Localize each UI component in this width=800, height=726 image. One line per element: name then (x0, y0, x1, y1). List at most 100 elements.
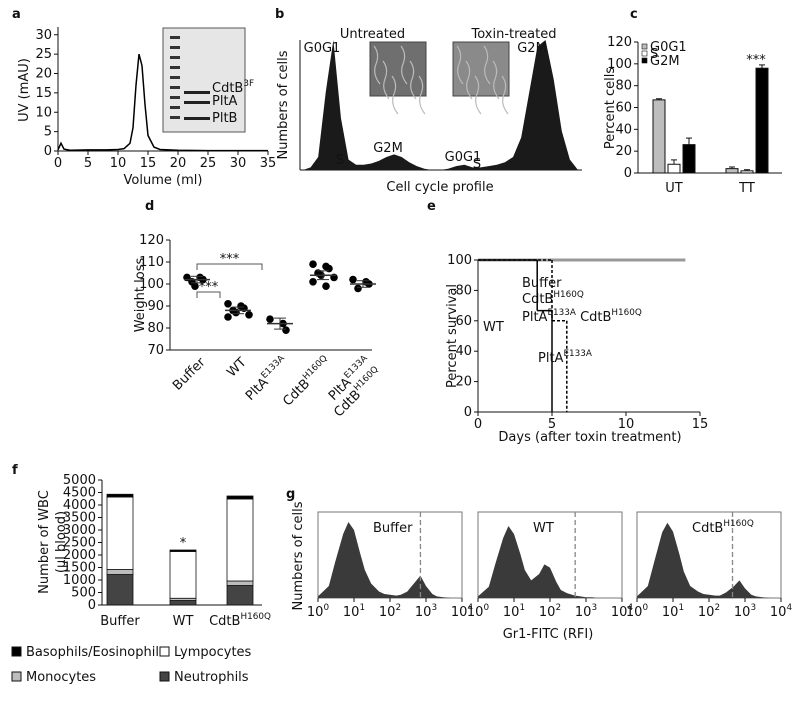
label-sup: 3F (243, 79, 254, 89)
label-text: 5 (44, 124, 52, 139)
y-axis-label: Percent survival (445, 284, 460, 388)
x-tick-label: 10 (618, 417, 635, 432)
label-sup: H160Q (723, 519, 753, 529)
bar-segment (106, 493, 134, 498)
label-text: 100 (607, 56, 632, 71)
ladder-band (170, 76, 180, 79)
label-sup: E133A (547, 308, 575, 318)
x-tick-label: 102 (539, 603, 561, 620)
label-sup: 2 (714, 603, 720, 613)
label-text: 80 (147, 321, 164, 336)
label-text: 15 (692, 417, 709, 432)
label-text: Number of WBC (37, 490, 52, 594)
series-label: PltAE133A CdtBH160Q (522, 308, 642, 325)
bar (667, 163, 681, 174)
label-text: 500 (71, 585, 96, 600)
label-sup: E133A (563, 349, 591, 359)
label-text: 0 (464, 405, 472, 420)
y-tick-label: 1500 (63, 560, 96, 575)
label-text: 0 (624, 166, 632, 181)
label-text: WT (533, 521, 554, 536)
bar-segment (169, 551, 197, 599)
annotation: *** (746, 52, 766, 67)
x-axis-label: Cell cycle profile (386, 180, 493, 195)
x-tick-label: CdtBH160Q (279, 353, 335, 409)
legend-swatch (159, 671, 170, 682)
cell-texture (418, 75, 426, 115)
label-text: *** (220, 252, 240, 267)
gel-inset (162, 27, 246, 133)
y-tick-label: 120 (607, 35, 632, 50)
data-point (191, 282, 199, 291)
label-text: 120 (607, 35, 632, 50)
label-sup: H160Q (240, 612, 270, 622)
x-tick-label: CdtBH160Q (209, 612, 271, 629)
label-text: 10 (770, 605, 787, 620)
label-text: Lympocytes (174, 645, 252, 660)
y-tick-label: 100 (447, 253, 472, 268)
label-text: PltA (538, 351, 564, 366)
x-tick-label: 5 (84, 156, 92, 171)
y-tick-label: 80 (615, 78, 632, 93)
data-point (266, 315, 274, 324)
label-sup: 3 (431, 603, 437, 613)
label-text: 4500 (63, 485, 96, 500)
data-point (309, 260, 317, 269)
y-axis-label: Numbers of cells (276, 50, 291, 159)
cell-texture (391, 75, 399, 115)
y-axis-label: Numbers of cells (291, 501, 306, 610)
label-text: PltB (212, 111, 237, 126)
gel-band (184, 101, 210, 104)
label-text: G0G1 (445, 150, 482, 165)
label-text: 5 (548, 417, 556, 432)
label-text: 10 (662, 605, 679, 620)
label-sup: 0 (483, 603, 489, 613)
x-tick-label: 100 (467, 603, 490, 620)
label-sup: 2 (395, 603, 401, 613)
label-text: 10 (35, 105, 52, 120)
label-text: Untreated (340, 27, 405, 42)
histogram-area (303, 40, 432, 170)
bar (755, 67, 769, 174)
label-sup: H160Q (611, 308, 641, 318)
label-text: Basophils/Eosinophils (26, 645, 166, 660)
x-tick-label: Buffer (100, 614, 140, 629)
label-text: 120 (139, 233, 164, 248)
x-axis-label: Days (after toxin treatment) (498, 430, 681, 445)
significance-bracket (196, 263, 263, 270)
y-tick-label: 0 (88, 598, 96, 613)
legend-swatch (641, 43, 648, 50)
label-text: WT (483, 320, 504, 335)
x-tick-label: 5 (548, 417, 556, 432)
label-sup: 2 (555, 603, 561, 613)
label-text: WT (224, 355, 249, 380)
label-text: 20 (35, 66, 52, 81)
panel-letter: b (275, 7, 284, 22)
y-axis-label: UV (mAU) (17, 58, 32, 122)
label-text: S (473, 157, 481, 172)
x-tick-label: WT (173, 614, 194, 629)
panel-label: WT (533, 521, 554, 536)
gel-band (184, 117, 210, 120)
y-tick-label: 100 (607, 56, 632, 71)
label-text: PltA (212, 94, 238, 109)
y-tick-label: 120 (139, 233, 164, 248)
label-sup: 0 (642, 603, 648, 613)
x-tick-label: TT (738, 181, 755, 196)
bar-segment (226, 498, 254, 582)
gel-label: PltA (212, 94, 238, 109)
x-tick-label: 30 (230, 156, 247, 171)
legend-swatch (11, 646, 22, 657)
label-text: (µl blood) (54, 511, 69, 573)
histogram-area (440, 40, 578, 170)
label-text: 100 (139, 277, 164, 292)
peak-label: S (336, 153, 344, 168)
series-label: CdtBH160Q (522, 290, 584, 307)
y-tick-label: 100 (139, 277, 164, 292)
y-tick-label: 5 (44, 124, 52, 139)
legend-swatch (11, 671, 22, 682)
label-text: 1000 (63, 573, 96, 588)
x-tick-label: 25 (200, 156, 217, 171)
legend-swatch (641, 50, 648, 57)
x-tick-label: 104 (611, 603, 634, 620)
